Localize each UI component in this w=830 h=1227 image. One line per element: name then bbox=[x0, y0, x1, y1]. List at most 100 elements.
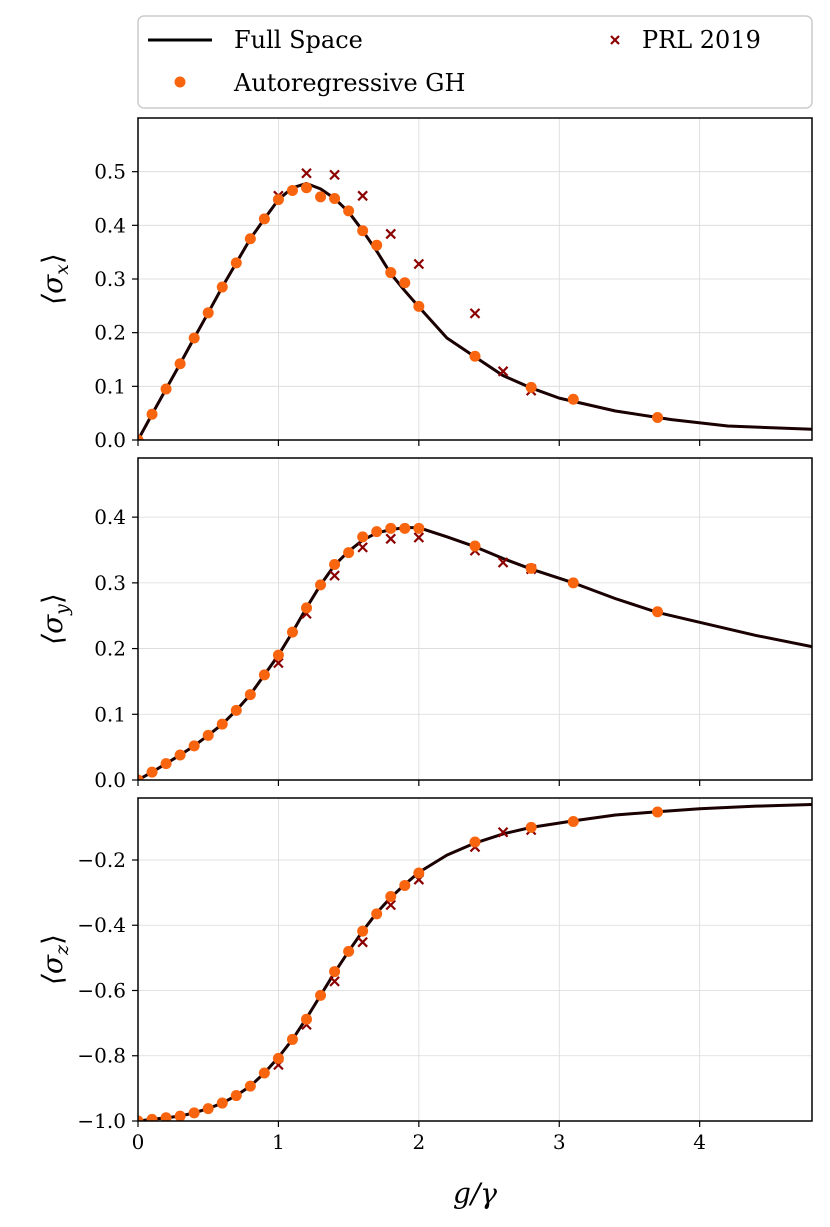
point-autoregressive-gh bbox=[525, 562, 537, 574]
plot-area-sigma-y bbox=[138, 522, 812, 780]
panel-sigma-x: 0.0 0.1 0.2 0.3 0.4 0.5 ⟨σx⟩ bbox=[36, 117, 813, 452]
point-autoregressive-gh bbox=[138, 434, 144, 440]
point-autoregressive-gh bbox=[399, 522, 411, 534]
point-prl-2019 bbox=[357, 936, 368, 948]
point-autoregressive-gh bbox=[329, 193, 341, 204]
point-prl-2019 bbox=[497, 826, 509, 838]
point-autoregressive-gh bbox=[525, 821, 537, 833]
point-autoregressive-gh bbox=[244, 1080, 256, 1092]
legend-label-prl-2019: PRL 2019 bbox=[642, 26, 761, 54]
point-autoregressive-gh bbox=[357, 531, 369, 543]
point-prl-2019 bbox=[385, 899, 397, 911]
y-tick-label: −0.8 bbox=[77, 1044, 126, 1068]
panel-sigma-y: 0.0 0.1 0.2 0.3 0.4 ⟨σy⟩ bbox=[36, 457, 813, 792]
point-autoregressive-gh bbox=[202, 1103, 214, 1115]
point-autoregressive-gh bbox=[413, 867, 425, 879]
point-autoregressive-gh bbox=[469, 836, 481, 848]
point-autoregressive-gh bbox=[202, 729, 214, 741]
point-prl-2019 bbox=[413, 258, 425, 270]
point-autoregressive-gh bbox=[188, 332, 200, 344]
point-autoregressive-gh bbox=[385, 267, 397, 279]
point-prl-2019 bbox=[329, 570, 340, 581]
plot-area-sigma-x bbox=[138, 167, 812, 440]
point-autoregressive-gh bbox=[202, 307, 214, 319]
plot-area-sigma-z bbox=[138, 803, 812, 1121]
point-autoregressive-gh bbox=[258, 669, 270, 681]
x-axis-sigma-x bbox=[137, 440, 701, 446]
y-axis-title-sigma-x: ⟨σx⟩ bbox=[36, 253, 73, 305]
point-autoregressive-gh bbox=[160, 383, 172, 395]
y-axis-title-sigma-z: ⟨σz⟩ bbox=[36, 934, 73, 985]
point-autoregressive-gh bbox=[343, 205, 355, 217]
point-autoregressive-gh bbox=[146, 408, 158, 420]
series-line-full-space bbox=[138, 181, 812, 440]
panel-frame-sigma-y bbox=[137, 457, 813, 781]
y-tick-label: 0.2 bbox=[94, 637, 126, 661]
legend-dot-swatch bbox=[174, 76, 186, 88]
point-prl-2019 bbox=[413, 532, 425, 543]
y-axis-sigma-z: −1.0 −0.8 −0.6 −0.4 −0.2 bbox=[77, 848, 138, 1133]
y-axis-title-main: ⟨σ bbox=[36, 954, 69, 985]
point-autoregressive-gh bbox=[315, 989, 327, 1001]
point-autoregressive-gh bbox=[230, 1090, 242, 1102]
point-prl-2019 bbox=[357, 190, 368, 202]
point-prl-2019 bbox=[497, 366, 509, 377]
y-tick-label: 0.0 bbox=[94, 428, 126, 452]
point-prl-2019 bbox=[469, 308, 481, 319]
point-autoregressive-gh bbox=[272, 649, 284, 661]
point-autoregressive-gh bbox=[399, 277, 411, 289]
point-autoregressive-gh bbox=[652, 411, 664, 423]
point-autoregressive-gh bbox=[146, 766, 158, 778]
point-autoregressive-gh bbox=[385, 891, 397, 903]
y-tick-label: −0.4 bbox=[77, 913, 126, 937]
panel-sigma-z: −1.0 −0.8 −0.6 −0.4 −0.2 0 1 2 3 4 ⟨σz⟩ bbox=[36, 797, 813, 1154]
point-autoregressive-gh bbox=[244, 233, 256, 245]
point-autoregressive-gh bbox=[258, 213, 270, 225]
y-axis-title-subscript: x bbox=[51, 264, 73, 275]
y-tick-label: 0.4 bbox=[94, 213, 126, 237]
point-autoregressive-gh bbox=[567, 393, 579, 405]
legend-cross-swatch bbox=[610, 35, 620, 45]
point-autoregressive-gh bbox=[343, 547, 355, 559]
point-autoregressive-gh bbox=[315, 579, 327, 591]
point-autoregressive-gh bbox=[469, 350, 481, 362]
point-autoregressive-gh bbox=[160, 758, 172, 770]
grid-sigma-x bbox=[137, 118, 812, 441]
point-autoregressive-gh bbox=[329, 966, 341, 978]
point-prl-2019 bbox=[329, 976, 340, 987]
point-autoregressive-gh bbox=[174, 749, 186, 761]
point-autoregressive-gh bbox=[146, 1113, 158, 1121]
x-axis-sigma-z: 0 1 2 3 4 bbox=[132, 1121, 706, 1154]
point-autoregressive-gh bbox=[258, 1067, 270, 1079]
x-axis-title: g/γ bbox=[453, 1177, 497, 1210]
legend-label-autoregressive-gh: Autoregressive GH bbox=[233, 69, 465, 97]
y-tick-label: 0.2 bbox=[94, 321, 126, 345]
point-autoregressive-gh bbox=[329, 558, 341, 570]
x-tick-label: 4 bbox=[693, 1130, 706, 1154]
point-autoregressive-gh bbox=[371, 526, 383, 538]
point-autoregressive-gh bbox=[357, 925, 369, 937]
point-autoregressive-gh bbox=[244, 689, 256, 701]
point-autoregressive-gh bbox=[652, 606, 664, 618]
x-tick-label: 0 bbox=[132, 1130, 145, 1154]
point-autoregressive-gh bbox=[188, 740, 200, 752]
point-autoregressive-gh bbox=[286, 626, 298, 638]
y-tick-label: 0.1 bbox=[94, 374, 126, 398]
point-autoregressive-gh bbox=[567, 815, 579, 827]
point-autoregressive-gh bbox=[160, 1112, 172, 1121]
y-tick-label: −1.0 bbox=[77, 1109, 126, 1133]
point-autoregressive-gh bbox=[230, 704, 242, 716]
x-tick-label: 3 bbox=[553, 1130, 566, 1154]
point-autoregressive-gh bbox=[371, 908, 383, 920]
point-prl-2019 bbox=[385, 533, 397, 545]
y-tick-label: 0.5 bbox=[94, 160, 126, 184]
point-autoregressive-gh bbox=[138, 774, 144, 780]
point-prl-2019 bbox=[329, 169, 340, 181]
y-axis-title-subscript: z bbox=[51, 944, 73, 956]
point-autoregressive-gh bbox=[385, 522, 397, 534]
x-tick-label: 2 bbox=[412, 1130, 425, 1154]
point-autoregressive-gh bbox=[567, 577, 579, 589]
panel-frame-sigma-z bbox=[137, 797, 813, 1122]
y-tick-label: 0.4 bbox=[94, 505, 126, 529]
y-axis-sigma-y: 0.0 0.1 0.2 0.3 0.4 bbox=[94, 505, 138, 792]
